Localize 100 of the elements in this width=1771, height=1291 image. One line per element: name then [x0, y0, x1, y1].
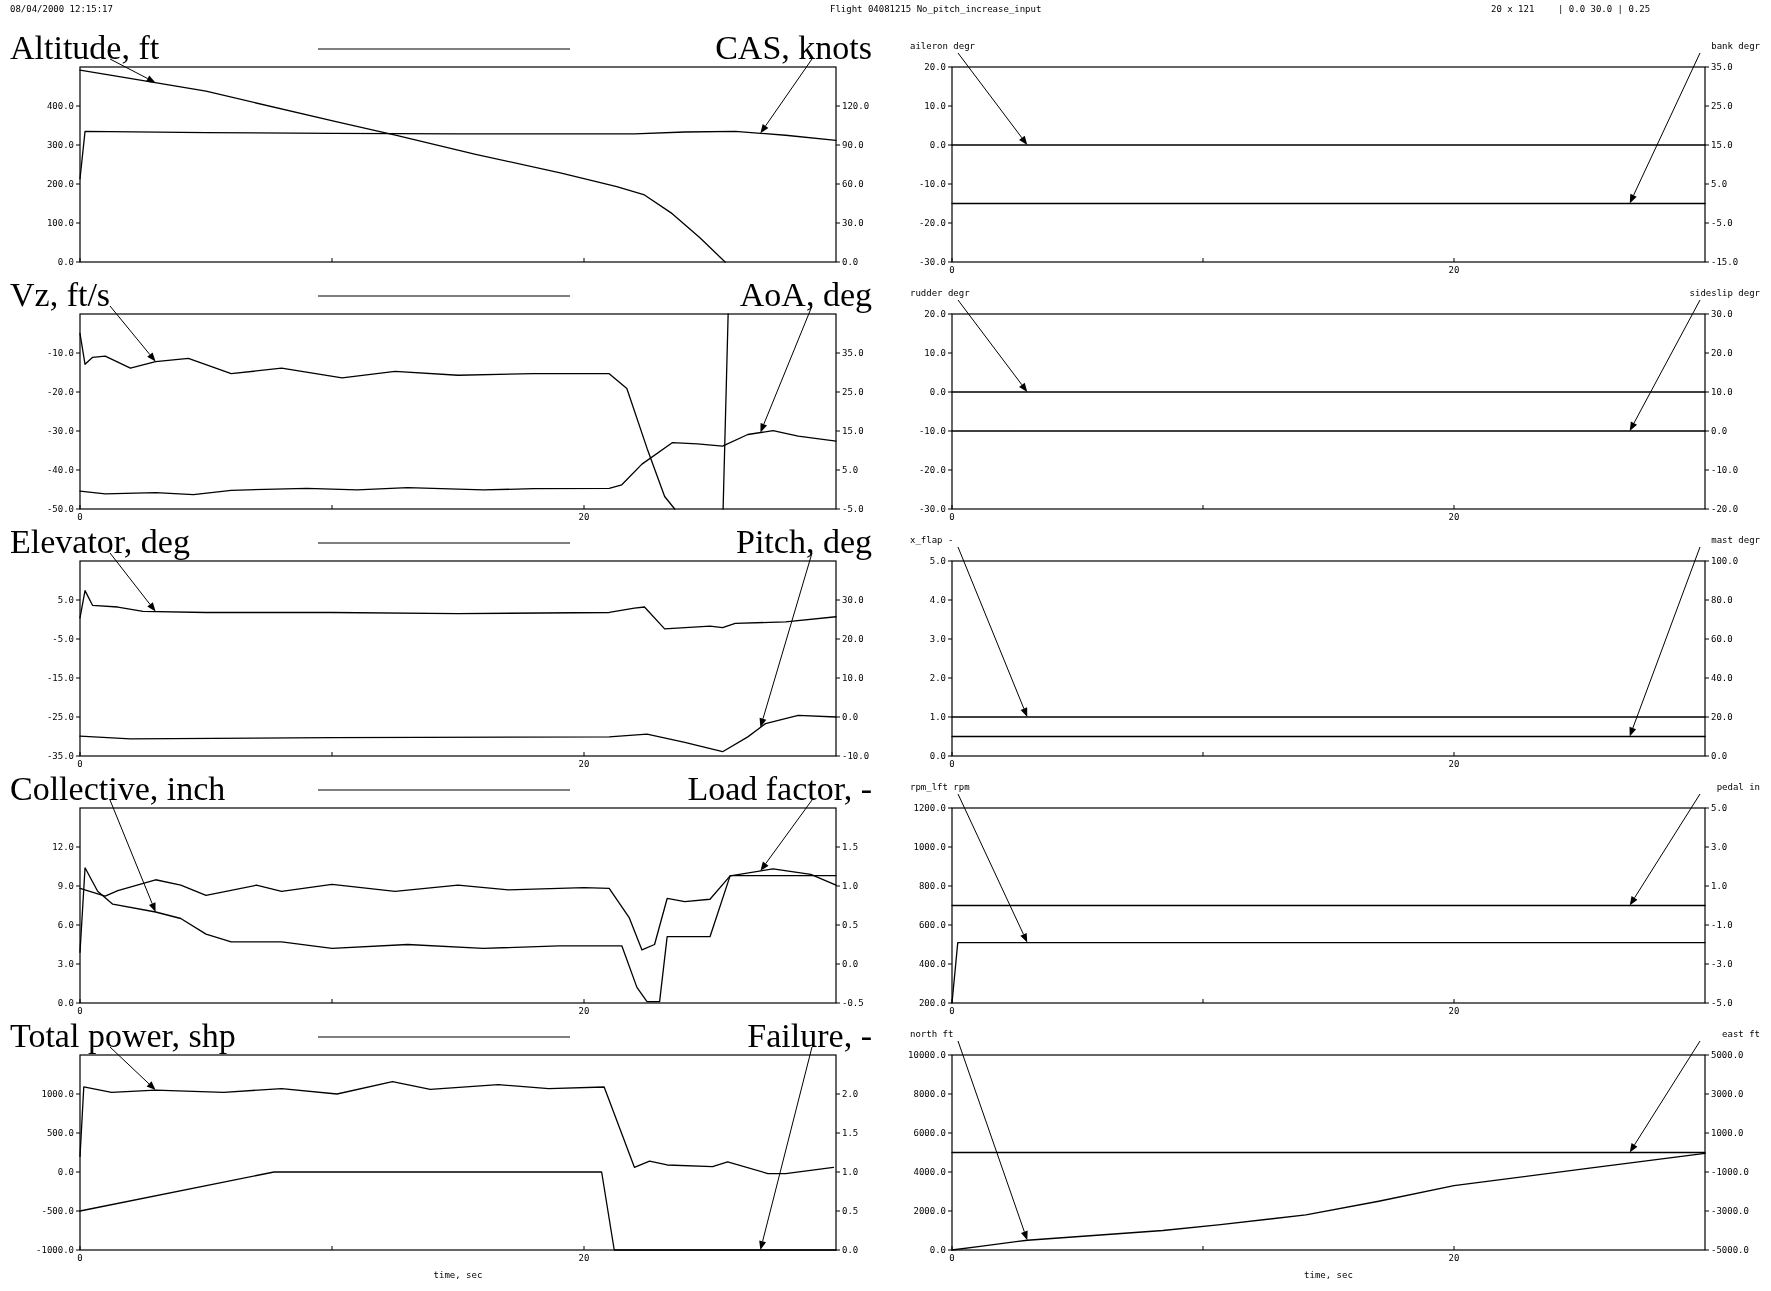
x-tick-label: 0 [949, 1006, 955, 1016]
y2-tick-label: 30.0 [842, 595, 864, 606]
y2-axis-title: mast degr [1711, 535, 1761, 545]
y2-tick-label: -10.0 [842, 751, 870, 762]
y2-tick-label: 80.0 [1711, 595, 1733, 606]
y-axis-title: aileron degr [910, 41, 976, 51]
x-axis-title: time, sec [1304, 1270, 1353, 1280]
y-axis-title: Collective, inch [10, 770, 226, 807]
x-tick-label: 20 [578, 1253, 590, 1263]
y2-tick-label: -10.0 [1711, 465, 1739, 476]
x-tick-label: 0 [77, 1253, 83, 1263]
y-tick-label: 12.0 [52, 842, 74, 853]
y-tick-label: 1.0 [929, 712, 946, 723]
y-tick-label: 0.0 [57, 998, 74, 1009]
y2-tick-label: -0.5 [842, 998, 864, 1009]
y-tick-label: 3.0 [929, 634, 946, 645]
y-tick-label: -20.0 [918, 218, 946, 229]
y-tick-label: -10.0 [918, 426, 946, 437]
y2-tick-label: 120.0 [842, 101, 870, 112]
y2-tick-label: 35.0 [842, 348, 864, 359]
y2-tick-label: 15.0 [842, 426, 864, 437]
y2-tick-label: 1.0 [842, 1167, 859, 1178]
y2-tick-label: 35.0 [1711, 62, 1733, 73]
y-tick-label: 0.0 [929, 751, 946, 762]
y2-tick-label: 0.0 [842, 257, 859, 268]
y2-axis-title: bank degr [1711, 41, 1761, 51]
y2-tick-label: 10.0 [842, 673, 864, 684]
x-tick-label: 0 [77, 759, 83, 769]
y-tick-label: 10.0 [924, 348, 946, 359]
y-tick-label: 100.0 [46, 218, 74, 229]
x-tick-label: 0 [77, 512, 83, 522]
text: | 0.0 30.0 | 0.25 [1558, 4, 1651, 14]
y-tick-label: 400.0 [918, 959, 946, 970]
y2-axis-title: sideslip degr [1689, 288, 1761, 298]
text: Flight 04081215 No_pitch_increase_input [830, 4, 1042, 14]
y2-tick-label: 100.0 [1711, 556, 1739, 567]
x-axis-title: time, sec [433, 1270, 483, 1280]
x-tick-label: 20 [578, 512, 590, 522]
y2-tick-label: 1000.0 [1711, 1128, 1744, 1139]
y2-axis-title: Failure, - [747, 1017, 872, 1054]
y2-tick-label: -3000.0 [1711, 1206, 1749, 1217]
y2-tick-label: -20.0 [1711, 504, 1739, 515]
y2-tick-label: 1.0 [842, 881, 859, 892]
x-tick-label: 20 [1448, 512, 1460, 522]
y-tick-label: -5.0 [52, 634, 74, 645]
y-axis-title: north ft [910, 1029, 954, 1039]
y-tick-label: -25.0 [46, 712, 74, 723]
y-tick-label: 20.0 [924, 309, 946, 320]
y2-tick-label: 1.5 [842, 842, 859, 853]
y2-axis-title: east ft [1722, 1029, 1760, 1039]
y2-tick-label: 5.0 [842, 465, 859, 476]
y-tick-label: 10000.0 [908, 1050, 946, 1061]
y-tick-label: 0.0 [929, 140, 946, 151]
y-tick-label: 200.0 [918, 998, 946, 1009]
text: 08/04/2000 12:15:17 [10, 4, 113, 14]
y2-tick-label: 5000.0 [1711, 1050, 1744, 1061]
y2-tick-label: 60.0 [1711, 634, 1733, 645]
y-tick-label: -10.0 [918, 179, 946, 190]
y2-tick-label: 25.0 [842, 387, 864, 398]
x-tick-label: 0 [949, 759, 955, 769]
y2-tick-label: -1.0 [1711, 920, 1733, 931]
y2-tick-label: 20.0 [1711, 712, 1733, 723]
text: 20 x 121 [1491, 4, 1535, 14]
y2-tick-label: 0.0 [842, 959, 859, 970]
x-tick-label: 0 [949, 265, 955, 275]
y-axis-title: Total power, shp [10, 1017, 236, 1054]
y-tick-label: 9.0 [57, 881, 74, 892]
y-tick-label: 6.0 [57, 920, 74, 931]
y-tick-label: -15.0 [46, 673, 74, 684]
y-tick-label: -20.0 [46, 387, 74, 398]
y2-tick-label: 3.0 [1711, 842, 1728, 853]
y2-tick-label: 90.0 [842, 140, 864, 151]
y2-tick-label: -3.0 [1711, 959, 1733, 970]
y-tick-label: 300.0 [46, 140, 74, 151]
y-tick-label: -500.0 [41, 1206, 74, 1217]
y-tick-label: 500.0 [46, 1128, 74, 1139]
x-tick-label: 20 [1448, 1006, 1460, 1016]
y-tick-label: 0.0 [929, 1245, 946, 1256]
y-tick-label: 0.0 [57, 1167, 74, 1178]
y2-tick-label: -5000.0 [1711, 1245, 1749, 1256]
y-tick-label: -20.0 [918, 465, 946, 476]
x-tick-label: 20 [1448, 1253, 1460, 1263]
x-tick-label: 0 [949, 1253, 955, 1263]
y-axis-title: Vz, ft/s [10, 276, 111, 313]
y2-tick-label: 30.0 [1711, 309, 1733, 320]
y2-tick-label: -1000.0 [1711, 1167, 1749, 1178]
y2-tick-label: 5.0 [1711, 803, 1728, 814]
y2-tick-label: 30.0 [842, 218, 864, 229]
y-tick-label: 6000.0 [913, 1128, 946, 1139]
y2-tick-label: 20.0 [1711, 348, 1733, 359]
y-tick-label: 600.0 [918, 920, 946, 931]
y-tick-label: 3.0 [57, 959, 74, 970]
y-tick-label: -30.0 [918, 257, 946, 268]
y2-tick-label: 0.0 [842, 1245, 859, 1256]
x-tick-label: 20 [578, 759, 590, 769]
y2-tick-label: 0.0 [842, 712, 859, 723]
y-axis-title: rudder degr [910, 288, 971, 298]
y2-tick-label: 10.0 [1711, 387, 1733, 398]
y-tick-label: -1000.0 [36, 1245, 74, 1256]
y-tick-label: -30.0 [46, 426, 74, 437]
